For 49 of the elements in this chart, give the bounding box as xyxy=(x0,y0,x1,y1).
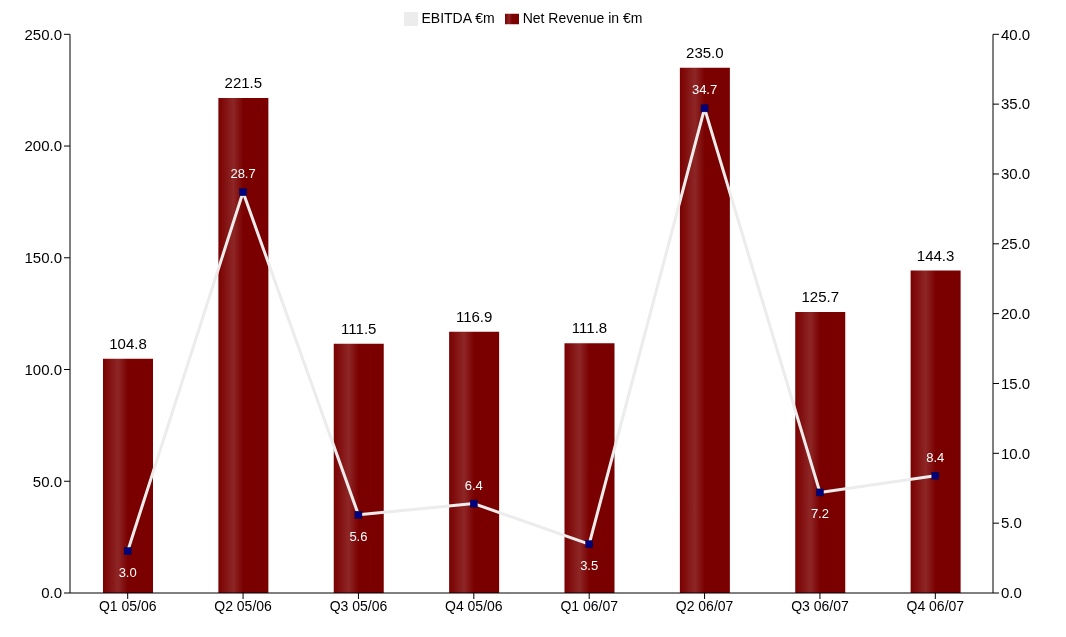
data-label: 6.4 xyxy=(464,477,483,493)
bar xyxy=(449,331,500,593)
y2-tick-label: 25.0 xyxy=(1001,235,1031,253)
y2-tick-label: 40.0 xyxy=(1001,25,1031,43)
y-tick-label: 250.0 xyxy=(24,25,62,43)
data-label: 3.5 xyxy=(580,558,599,574)
data-label: 221.5 xyxy=(224,73,263,91)
x-tick-label: Q3 05/06 xyxy=(329,597,388,614)
x-tick-label: Q2 06/07 xyxy=(675,597,734,614)
y2-tick-label: 30.0 xyxy=(1001,165,1031,183)
data-label: 3.0 xyxy=(118,565,137,581)
y-tick-label: 200.0 xyxy=(24,137,62,155)
data-label: 28.7 xyxy=(230,166,256,182)
data-label: 34.7 xyxy=(691,82,718,98)
data-label: 111.8 xyxy=(571,319,608,337)
y-tick-label: 150.0 xyxy=(24,249,62,267)
bar xyxy=(910,270,961,593)
y2-tick-label: 0.0 xyxy=(1001,584,1022,602)
data-label: 5.6 xyxy=(349,528,368,544)
y2-tick-label: 5.0 xyxy=(1001,514,1022,532)
y2-tick-label: 15.0 xyxy=(1001,374,1031,392)
x-tick-label: Q4 05/06 xyxy=(445,597,503,614)
data-label: 125.7 xyxy=(801,288,840,306)
bar xyxy=(795,312,846,593)
data-label: 144.3 xyxy=(916,246,955,264)
bar xyxy=(564,343,615,593)
bar xyxy=(679,67,730,593)
data-label: 235.0 xyxy=(686,43,724,61)
x-tick-label: Q2 05/06 xyxy=(214,597,273,614)
data-label: 104.8 xyxy=(109,334,147,352)
legend-label: EBITDA €m xyxy=(421,10,495,26)
y-tick-label: 0.0 xyxy=(41,584,62,602)
y-tick-label: 100.0 xyxy=(24,360,62,378)
y2-tick-label: 10.0 xyxy=(1001,444,1031,462)
y2-tick-label: 35.0 xyxy=(1001,95,1031,113)
y-tick-label: 50.0 xyxy=(32,472,62,490)
x-tick-label: Q1 05/06 xyxy=(98,597,157,614)
bar xyxy=(103,358,153,593)
legend-label: Net Revenue in €m xyxy=(522,10,643,26)
bar xyxy=(218,97,269,593)
data-label: 7.2 xyxy=(810,506,829,522)
data-label: 111.5 xyxy=(341,319,377,337)
x-tick-label: Q4 06/07 xyxy=(906,597,965,614)
data-label: 8.4 xyxy=(926,449,945,465)
y2-tick-label: 20.0 xyxy=(1001,304,1031,322)
bar xyxy=(333,343,384,593)
data-label: 116.9 xyxy=(455,307,493,325)
x-tick-label: Q3 06/07 xyxy=(791,597,849,614)
x-tick-label: Q1 06/07 xyxy=(560,597,619,614)
